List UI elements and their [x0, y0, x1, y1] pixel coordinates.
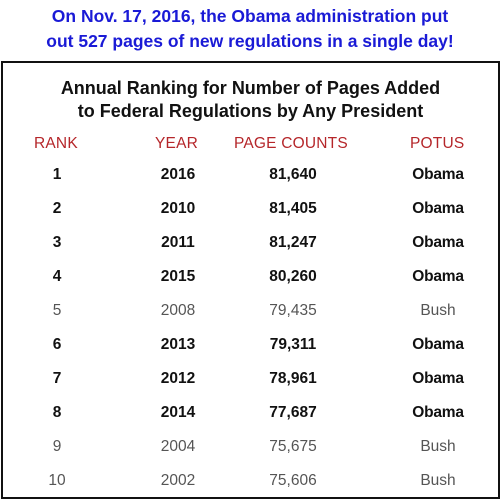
- cell-potus: Obama: [412, 404, 464, 421]
- table-row: 7 2012 78,961 Obama: [3, 362, 498, 396]
- cell-year: 2013: [160, 336, 196, 353]
- cell-rank: 3: [52, 234, 62, 251]
- header-potus: POTUS: [410, 135, 465, 152]
- cell-rank: 4: [52, 268, 62, 285]
- table-title-line-1: Annual Ranking for Number of Pages Added: [60, 78, 441, 98]
- table-row: 3 2011 81,247 Obama: [3, 226, 498, 260]
- cell-year: 2015: [160, 268, 196, 285]
- table-row: 10 2002 75,606 Bush: [3, 464, 498, 498]
- header-page-counts: PAGE COUNTS: [234, 135, 348, 152]
- cell-potus: Obama: [412, 370, 464, 387]
- cell-page-count: 78,961: [269, 370, 317, 387]
- cell-page-count: 81,405: [269, 200, 317, 217]
- cell-rank: 1: [52, 166, 62, 183]
- cell-page-count: 79,311: [269, 336, 317, 353]
- table-row: 1 2016 81,640 Obama: [3, 158, 498, 192]
- cell-potus: Obama: [412, 166, 464, 183]
- table-row: 9 2004 75,675 Bush: [3, 430, 498, 464]
- cell-year: 2004: [160, 438, 196, 455]
- cell-potus: Obama: [412, 200, 464, 217]
- cell-rank: 5: [52, 302, 62, 319]
- cell-page-count: 81,247: [269, 234, 317, 251]
- cell-page-count: 81,640: [269, 166, 317, 183]
- header-year: YEAR: [155, 135, 199, 152]
- table-row: 4 2015 80,260 Obama: [3, 260, 498, 294]
- table-row: 8 2014 77,687 Obama: [3, 396, 498, 430]
- cell-rank: 7: [52, 370, 62, 387]
- headline-line-2: out 527 pages of new regulations in a si…: [46, 31, 454, 51]
- cell-year: 2016: [160, 166, 196, 183]
- cell-page-count: 75,606: [269, 472, 317, 489]
- cell-year: 2002: [160, 472, 196, 489]
- cell-rank: 9: [52, 438, 62, 455]
- cell-potus: Bush: [420, 472, 456, 489]
- cell-potus: Obama: [412, 336, 464, 353]
- cell-year: 2014: [160, 404, 196, 421]
- cell-rank: 6: [52, 336, 62, 353]
- cell-page-count: 75,675: [269, 438, 317, 455]
- table-row: 2 2010 81,405 Obama: [3, 192, 498, 226]
- header-rank: RANK: [34, 135, 78, 152]
- cell-rank: 2: [52, 200, 62, 217]
- table-title-line-2: to Federal Regulations by Any President: [77, 101, 424, 121]
- ranking-table: Annual Ranking for Number of Pages Added…: [1, 61, 500, 499]
- cell-potus: Bush: [420, 302, 456, 319]
- table-row: 5 2008 79,435 Bush: [3, 294, 498, 328]
- cell-potus: Bush: [420, 438, 456, 455]
- table-title: Annual Ranking for Number of Pages Added…: [3, 77, 498, 123]
- cell-year: 2012: [160, 370, 196, 387]
- cell-potus: Obama: [412, 268, 464, 285]
- cell-page-count: 77,687: [269, 404, 317, 421]
- cell-page-count: 79,435: [269, 302, 317, 319]
- cell-rank: 8: [52, 404, 62, 421]
- table-row: 6 2013 79,311 Obama: [3, 328, 498, 362]
- cell-year: 2010: [160, 200, 196, 217]
- cell-potus: Obama: [412, 234, 464, 251]
- headline-line-1: On Nov. 17, 2016, the Obama administrati…: [51, 6, 449, 26]
- cell-year: 2011: [161, 234, 195, 251]
- cell-year: 2008: [160, 302, 196, 319]
- cell-rank: 10: [48, 472, 66, 489]
- headline: On Nov. 17, 2016, the Obama administrati…: [0, 4, 500, 54]
- cell-page-count: 80,260: [269, 268, 317, 285]
